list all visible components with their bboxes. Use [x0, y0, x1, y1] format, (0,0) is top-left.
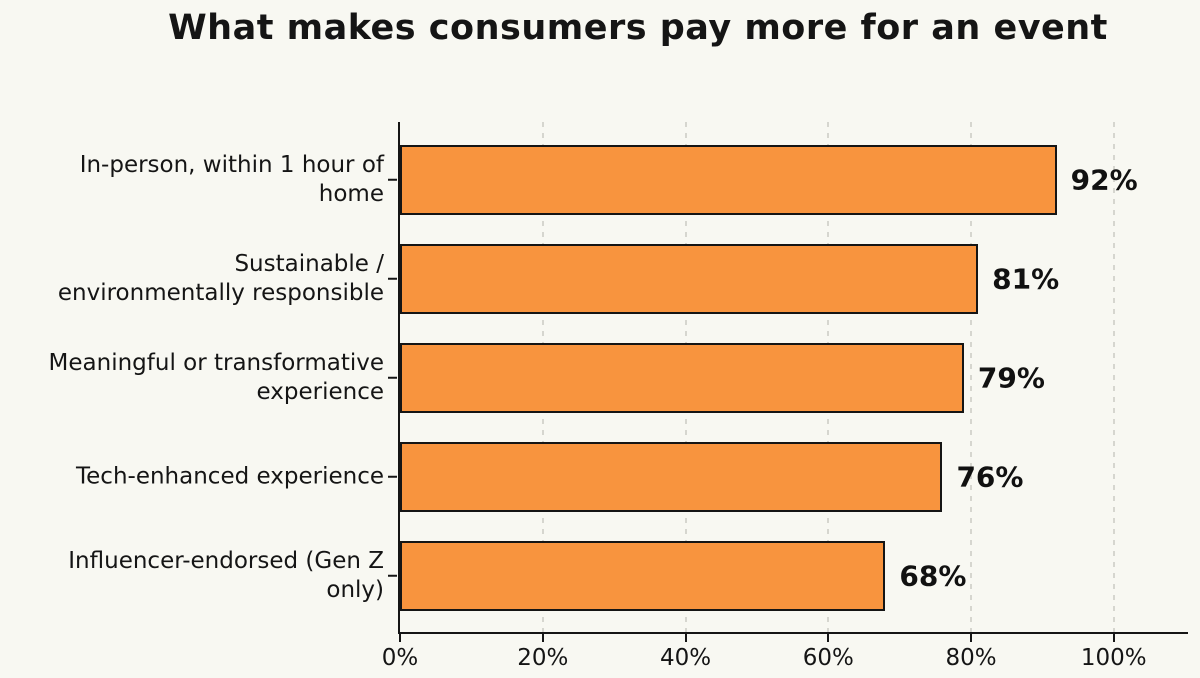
value-label: 79%	[977, 361, 1045, 394]
x-tick-mark	[399, 634, 401, 642]
bar-row: Tech-enhanced experience 76%	[76, 427, 1188, 526]
y-tick-mark	[388, 475, 397, 478]
x-tick-label: 0%	[381, 645, 419, 671]
category-label-line: only)	[326, 576, 384, 603]
category-label-line: environmentally responsible	[57, 279, 384, 306]
bar	[400, 540, 886, 611]
category-label-line: Sustainable /	[234, 250, 384, 277]
x-tick-mark	[541, 634, 544, 642]
y-tick-mark	[388, 277, 397, 280]
category-label-line: Meaningful or transformative	[48, 349, 384, 376]
chart-title: What makes consumers pay more for an eve…	[168, 8, 1108, 48]
bars-layer: In-person, within 1 hour of home 92% Sustai…	[49, 130, 1188, 625]
category-label-line: Influencer-endorsed (Gen Z	[68, 547, 384, 574]
x-tick-mark	[970, 634, 972, 642]
category-label-line: Tech-enhanced experience	[76, 463, 384, 489]
bar	[400, 441, 943, 512]
bar	[400, 243, 979, 314]
category-label: Meaningful or transformative experience	[0, 349, 384, 407]
category-label-line: In-person, within 1 hour of	[79, 151, 384, 178]
value-label: 81%	[992, 262, 1060, 295]
x-tick-label: 20%	[517, 645, 569, 671]
value-label: 76%	[956, 460, 1024, 493]
category-label-line: home	[318, 180, 384, 207]
x-tick-mark	[684, 634, 687, 642]
x-tick-label: 40%	[659, 645, 712, 671]
category-label-line: experience	[256, 378, 384, 405]
bar-row: Meaningful or transformative experience 79…	[49, 328, 1188, 427]
bar	[400, 342, 964, 413]
y-tick-mark	[388, 574, 397, 577]
bar	[400, 144, 1057, 215]
y-tick-mark	[388, 178, 397, 181]
x-tick-label: 60%	[802, 645, 854, 671]
x-tick-label: 100%	[1080, 645, 1147, 671]
plot-area: 0% 20% 40% 60% 80% 100% In-person, within 1 h…	[49, 122, 1188, 671]
x-tick-mark	[1112, 634, 1115, 642]
y-tick-mark	[388, 376, 397, 379]
category-label: Tech-enhanced experience	[0, 462, 384, 491]
value-label: 68%	[899, 559, 967, 592]
category-label: In-person, within 1 hour of home	[0, 151, 384, 209]
gridline-100%	[1112, 122, 1115, 632]
gridline-80%	[970, 122, 972, 632]
x-tick-mark	[827, 634, 830, 642]
value-label: 92%	[1070, 163, 1138, 196]
category-label: Sustainable / environmentally responsible	[0, 250, 384, 308]
x-tick-label: 80%	[945, 645, 997, 671]
bar-row: Sustainable / environmentally responsible…	[58, 229, 1188, 328]
bar-row: In-person, within 1 hour of home 92%	[80, 130, 1188, 229]
